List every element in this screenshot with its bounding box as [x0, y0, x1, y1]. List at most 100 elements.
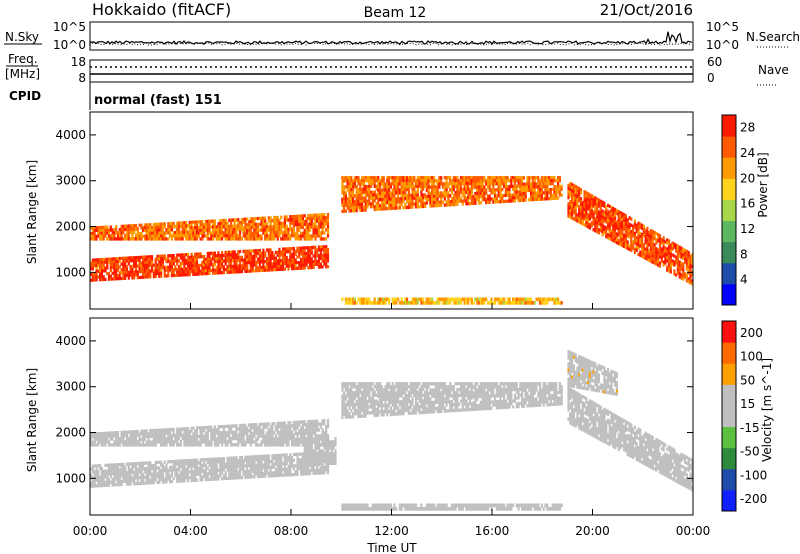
cpid-label: CPID: [9, 89, 41, 103]
power-cell: [460, 301, 462, 305]
power-cell: [505, 182, 507, 185]
power-cell: [302, 217, 304, 220]
velocity-cell: [155, 443, 157, 446]
power-cell: [368, 188, 370, 191]
power-cell: [304, 214, 306, 217]
velocity-cell: [130, 482, 132, 485]
power-cell: [261, 234, 263, 237]
velocity-cell: [180, 440, 182, 444]
power-cell: [561, 193, 563, 196]
power-cell: [313, 266, 315, 269]
power-cell: [341, 298, 343, 302]
power-cell: [474, 201, 476, 205]
velocity-cell: [280, 457, 282, 460]
power-cell: [151, 267, 153, 270]
power-cell: [356, 301, 358, 305]
power-cell: [485, 189, 487, 192]
power-cell: [390, 185, 392, 188]
power-cell: [314, 257, 316, 260]
power-colorbar-swatch: [722, 157, 736, 179]
velocity-cell: [126, 434, 128, 438]
velocity-cell: [128, 465, 130, 468]
power-cell: [659, 264, 661, 267]
velocity-cell: [239, 473, 241, 476]
power-cell: [327, 248, 329, 251]
velocity-cell: [271, 460, 273, 463]
velocity-panel: 1000200030004000 Slant Range [km] 200100…: [25, 318, 774, 515]
power-cell: [397, 185, 399, 188]
power-cell: [273, 237, 275, 240]
power-cell: [467, 185, 469, 188]
power-cell: [119, 274, 121, 277]
power-cell: [151, 255, 153, 258]
power-cell: [559, 191, 561, 194]
power-cell: [239, 234, 241, 238]
power-cell: [489, 201, 491, 204]
power-cell: [219, 268, 221, 271]
power-cell: [417, 194, 419, 197]
velocity-cell: [214, 434, 216, 437]
power-cell: [501, 197, 503, 200]
power-cell: [446, 188, 448, 191]
power-cell: [659, 234, 661, 237]
power-cell: [345, 194, 347, 197]
power-cell: [404, 203, 406, 206]
power-cell: [149, 272, 151, 275]
velocity-cell: [117, 431, 119, 434]
power-cell: [422, 298, 424, 302]
power-cell: [126, 268, 128, 271]
power-cell: [471, 298, 473, 302]
power-cell: [273, 254, 275, 257]
velocity-cell: [225, 474, 227, 477]
velocity-cell: [113, 480, 115, 483]
power-cell: [131, 234, 133, 238]
power-cell: [149, 275, 151, 278]
velocity-cell: [147, 476, 149, 479]
velocity-cell: [205, 469, 207, 472]
power-cell: [327, 251, 329, 254]
power-y-tick-label: 4000: [55, 128, 86, 142]
velocity-cell: [219, 474, 221, 477]
velocity-cell: [207, 432, 209, 435]
power-cell: [442, 201, 444, 204]
power-cell: [557, 298, 559, 302]
power-cell: [377, 201, 379, 204]
power-cell: [411, 206, 413, 209]
power-cell: [630, 217, 632, 220]
velocity-cell: [192, 427, 194, 430]
power-cell: [365, 208, 367, 211]
power-cell: [483, 195, 485, 198]
power-cell: [508, 191, 510, 194]
velocity-cell: [286, 453, 288, 456]
power-cell: [449, 176, 451, 179]
power-cell: [167, 274, 169, 277]
power-panel: 1000200030004000 Slant Range [km] 481216…: [25, 112, 770, 309]
velocity-cell: [142, 441, 144, 444]
power-cell: [397, 194, 399, 197]
power-cell: [413, 176, 415, 179]
power-cell: [320, 251, 322, 254]
velocity-cell: [178, 468, 180, 471]
velocity-cell: [165, 443, 167, 446]
power-colorbar-tick-label: 16: [740, 197, 755, 211]
velocity-cell: [169, 477, 171, 480]
velocity-cell: [243, 462, 245, 465]
power-cell: [557, 182, 559, 185]
velocity-data: [90, 350, 693, 511]
power-cell: [456, 203, 458, 206]
velocity-cell: [223, 457, 225, 460]
power-cell: [293, 228, 295, 232]
power-cell: [670, 270, 672, 273]
velocity-cell: [117, 434, 119, 437]
power-cell: [374, 182, 376, 185]
velocity-cell: [241, 476, 243, 479]
power-cell: [296, 232, 298, 235]
power-cell: [316, 251, 318, 254]
power-cell: [221, 263, 223, 266]
power-cell: [289, 225, 291, 229]
power-cell: [185, 228, 187, 232]
power-cell: [388, 179, 390, 182]
power-colorbar-swatch: [722, 284, 736, 306]
power-cell: [169, 231, 171, 234]
power-cell: [440, 176, 442, 179]
